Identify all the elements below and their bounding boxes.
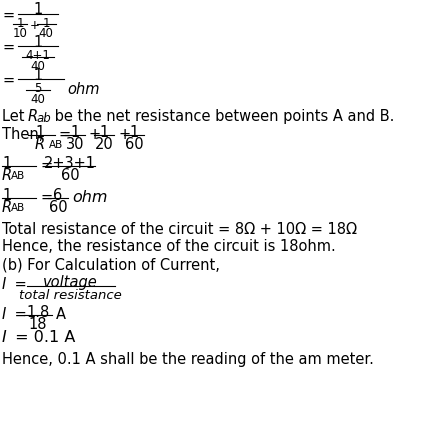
Text: 6: 6 bbox=[53, 188, 62, 203]
Text: +: + bbox=[30, 19, 40, 32]
Text: AB: AB bbox=[11, 203, 25, 213]
Text: +: + bbox=[118, 127, 130, 142]
Text: 1: 1 bbox=[33, 68, 43, 83]
Text: =: = bbox=[58, 127, 70, 142]
Text: Hence, the resistance of the circuit is 18ohm.: Hence, the resistance of the circuit is … bbox=[2, 239, 336, 254]
Text: 40: 40 bbox=[31, 60, 45, 73]
Text: ab: ab bbox=[37, 112, 52, 125]
Text: (b) For Calculation of Current,: (b) For Calculation of Current, bbox=[2, 257, 220, 272]
Text: 18: 18 bbox=[29, 317, 47, 332]
Text: A: A bbox=[56, 307, 66, 322]
Text: = 0.1 A: = 0.1 A bbox=[10, 330, 75, 345]
Text: +: + bbox=[88, 127, 100, 142]
Text: voltage: voltage bbox=[43, 275, 97, 290]
Text: 60: 60 bbox=[125, 137, 143, 152]
Text: 1: 1 bbox=[99, 125, 109, 140]
Text: I: I bbox=[2, 330, 7, 345]
Text: be the net resistance between points A and B.: be the net resistance between points A a… bbox=[50, 109, 394, 124]
Text: R: R bbox=[2, 200, 12, 215]
Text: total resistance: total resistance bbox=[19, 289, 121, 302]
Text: 1: 1 bbox=[42, 17, 50, 30]
Text: 1: 1 bbox=[33, 2, 43, 17]
Text: =: = bbox=[2, 40, 14, 55]
Text: Let: Let bbox=[2, 109, 29, 124]
Text: 40: 40 bbox=[38, 27, 53, 40]
Text: =: = bbox=[10, 307, 27, 322]
Text: 1.8: 1.8 bbox=[26, 305, 50, 320]
Text: =: = bbox=[2, 8, 14, 23]
Text: 1: 1 bbox=[70, 125, 80, 140]
Text: Total resistance of the circuit = 8Ω + 10Ω = 18Ω: Total resistance of the circuit = 8Ω + 1… bbox=[2, 222, 357, 237]
Text: 1: 1 bbox=[129, 125, 139, 140]
Text: 1: 1 bbox=[35, 125, 45, 140]
Text: ohm: ohm bbox=[72, 190, 108, 205]
Text: =: = bbox=[10, 277, 27, 292]
Text: 1: 1 bbox=[2, 156, 11, 171]
Text: I: I bbox=[2, 307, 7, 322]
Text: =: = bbox=[40, 158, 52, 173]
Text: 10: 10 bbox=[13, 27, 28, 40]
Text: 4+1: 4+1 bbox=[25, 49, 50, 62]
Text: Then,: Then, bbox=[2, 127, 43, 142]
Text: 60: 60 bbox=[61, 168, 79, 183]
Text: R: R bbox=[2, 168, 12, 183]
Text: 2+3+1: 2+3+1 bbox=[44, 156, 96, 171]
Text: R: R bbox=[28, 109, 38, 124]
Text: =: = bbox=[40, 190, 52, 205]
Text: ohm: ohm bbox=[67, 82, 100, 97]
Text: 5: 5 bbox=[35, 82, 42, 95]
Text: =: = bbox=[2, 73, 14, 88]
Text: R: R bbox=[35, 137, 45, 152]
Text: 1: 1 bbox=[16, 17, 24, 30]
Text: AB: AB bbox=[11, 171, 25, 181]
Text: AB: AB bbox=[49, 140, 63, 150]
Text: Hence, 0.1 A shall be the reading of the am meter.: Hence, 0.1 A shall be the reading of the… bbox=[2, 352, 374, 367]
Text: 1: 1 bbox=[2, 188, 11, 203]
Text: 40: 40 bbox=[31, 93, 45, 106]
Text: 60: 60 bbox=[49, 200, 67, 215]
Text: 30: 30 bbox=[66, 137, 84, 152]
Text: 20: 20 bbox=[95, 137, 113, 152]
Text: 1: 1 bbox=[33, 35, 43, 50]
Text: I: I bbox=[2, 277, 7, 292]
